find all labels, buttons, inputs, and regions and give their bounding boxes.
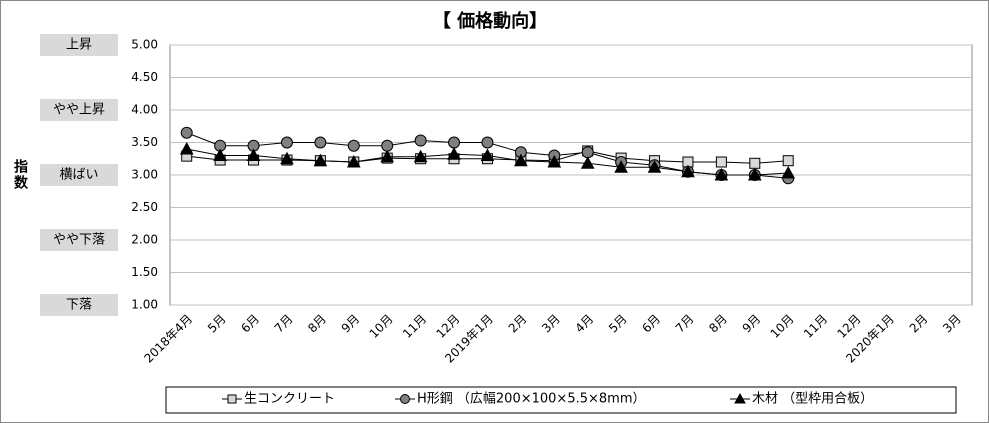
- marker: [314, 136, 327, 149]
- marker: [547, 154, 562, 168]
- marker: [647, 160, 662, 173]
- legend-marker: [400, 394, 410, 404]
- level-box: [40, 34, 118, 56]
- marker: [749, 157, 761, 169]
- marker: [413, 149, 428, 163]
- level-label: やや上昇: [53, 103, 105, 118]
- legend-box: [165, 386, 957, 414]
- marker: [480, 148, 495, 161]
- level-label: やや下落: [53, 233, 105, 248]
- legend-marker: [734, 392, 746, 404]
- level-box: [40, 294, 118, 316]
- marker: [380, 149, 395, 163]
- marker: [481, 136, 494, 149]
- marker: [714, 167, 729, 181]
- marker: [681, 164, 695, 178]
- legend-label: H形鋼 （広幅200×100×5.5×8mm）: [417, 392, 645, 407]
- y-tick-label: 4.50: [131, 70, 158, 84]
- marker: [179, 141, 194, 155]
- marker: [381, 139, 394, 152]
- marker: [347, 139, 360, 152]
- marker: [280, 151, 294, 165]
- chart-title: 【 価格動向】: [433, 10, 547, 32]
- y-tick-label: 2.50: [131, 200, 158, 214]
- y-tick-label: 3.50: [131, 135, 158, 149]
- marker: [581, 146, 594, 159]
- marker: [213, 148, 227, 161]
- y-tick-label: 3.00: [131, 168, 158, 182]
- y-tick-label: 1.50: [131, 265, 158, 279]
- marker: [280, 136, 293, 149]
- marker: [514, 153, 528, 167]
- level-label: 横ばい: [59, 168, 98, 183]
- level-box: [40, 164, 118, 186]
- marker: [414, 134, 427, 147]
- marker: [346, 154, 361, 168]
- marker: [180, 126, 193, 139]
- legend-marker: [227, 394, 237, 404]
- marker: [246, 148, 261, 161]
- marker: [447, 147, 461, 160]
- marker: [781, 166, 796, 179]
- level-box: [40, 99, 118, 121]
- marker: [448, 136, 461, 149]
- level-box: [40, 229, 118, 251]
- marker: [747, 167, 762, 181]
- legend-label: 木材 （型枠用合板）: [752, 392, 873, 407]
- y-tick-label: 1.00: [131, 298, 158, 312]
- y-tick-label: 5.00: [131, 38, 158, 52]
- marker: [782, 155, 794, 167]
- legend-label: 生コンクリート: [244, 392, 335, 407]
- level-label: 上昇: [66, 38, 92, 53]
- y-tick-label: 4.00: [131, 103, 158, 117]
- y-axis-label: 指数: [12, 158, 28, 191]
- marker: [614, 160, 628, 173]
- marker: [580, 156, 595, 169]
- y-tick-label: 2.00: [131, 233, 158, 247]
- level-label: 下落: [66, 298, 92, 313]
- marker: [715, 156, 727, 168]
- marker: [313, 153, 328, 167]
